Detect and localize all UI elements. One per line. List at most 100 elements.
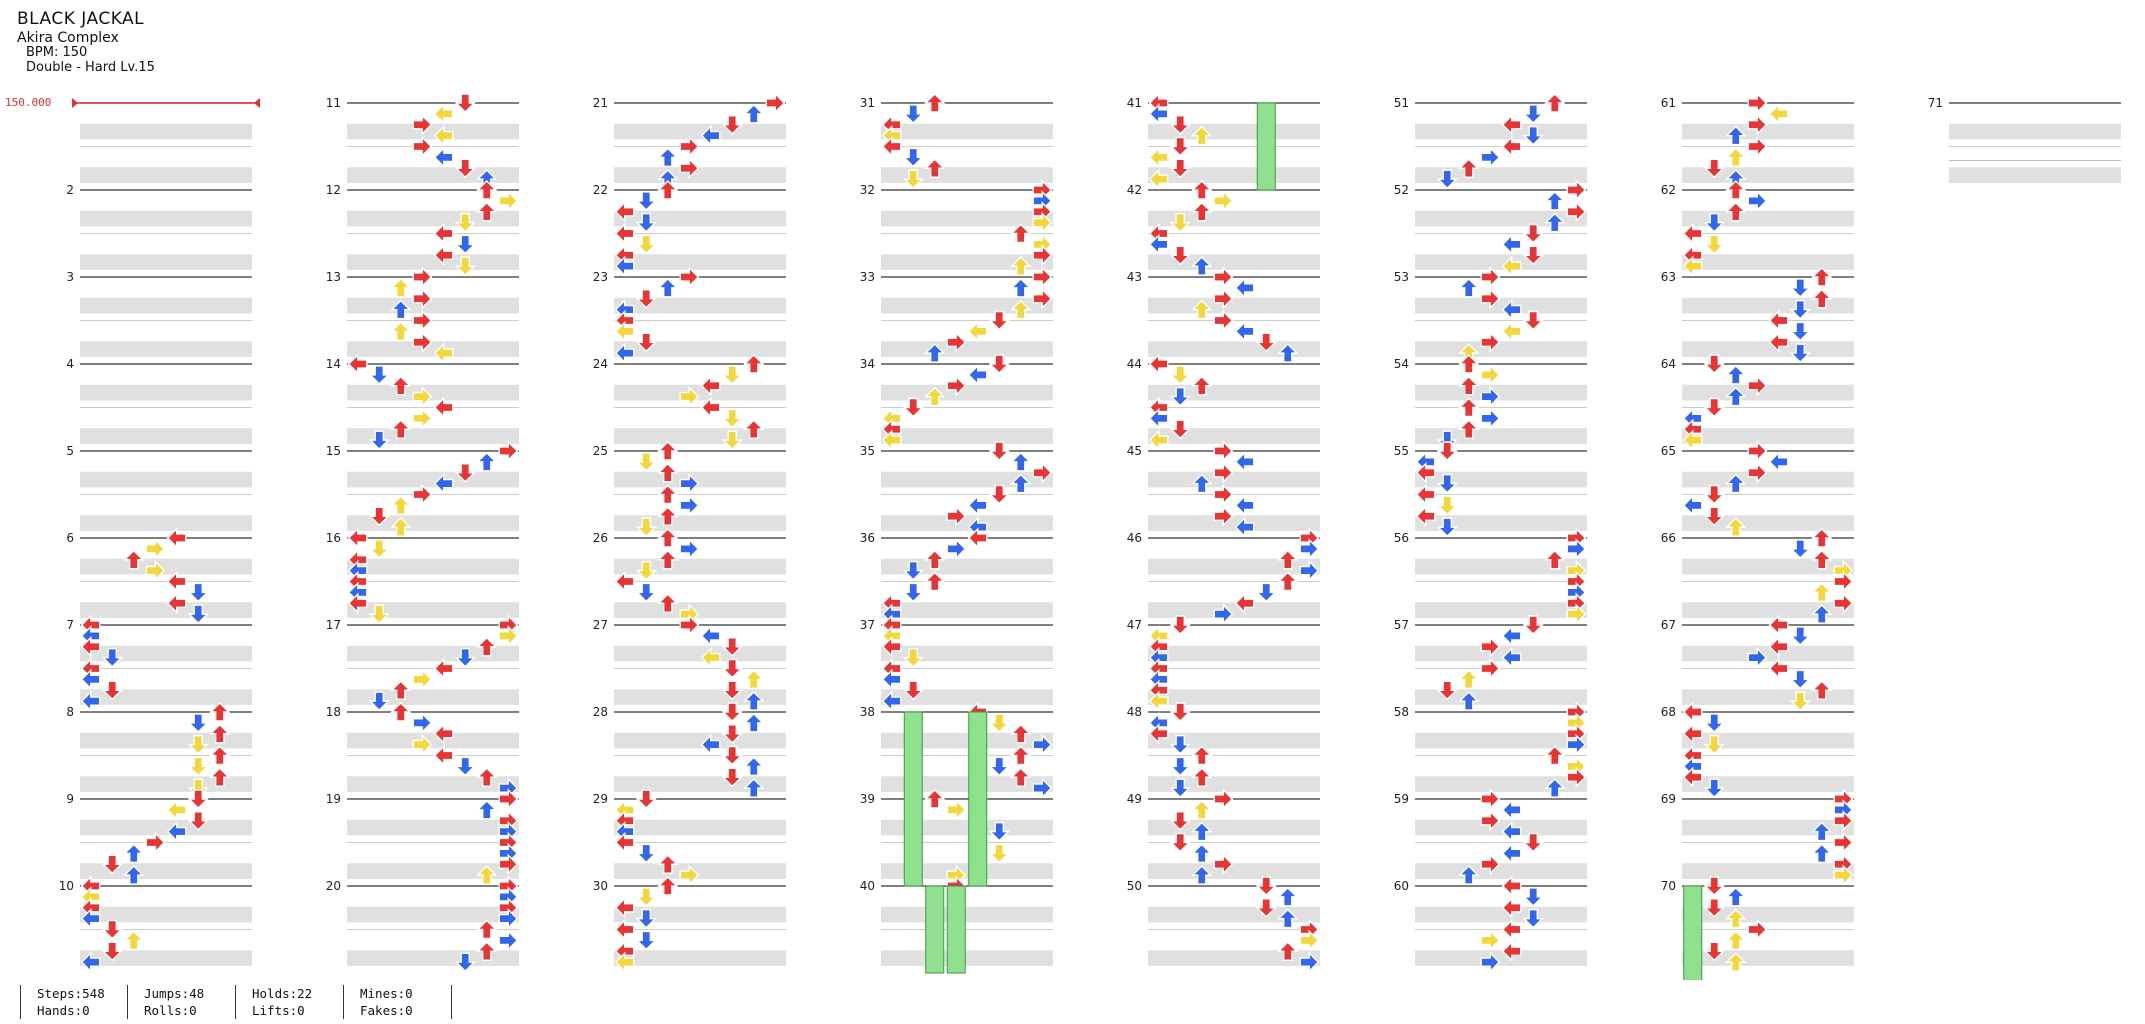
note-arrow-icon <box>657 506 679 526</box>
beat-band <box>614 471 786 488</box>
beat-band <box>614 950 786 966</box>
note-arrow-icon <box>145 831 166 854</box>
beat-band <box>80 167 252 183</box>
beat-band <box>1949 123 2121 140</box>
note-arrow-icon <box>1682 429 1703 451</box>
measure-number: 53 <box>1394 270 1409 284</box>
note-arrow-icon <box>80 668 101 691</box>
beat-band <box>614 428 786 444</box>
beat-band <box>881 863 1053 879</box>
note-arrow-icon <box>1725 201 1747 222</box>
note-arrow-icon <box>1480 788 1501 810</box>
beat-band <box>1415 950 1587 966</box>
note-arrow-icon <box>988 441 1010 461</box>
note-arrow-icon <box>1213 190 1234 212</box>
note-arrow-icon <box>433 396 454 419</box>
note-arrow-icon <box>1169 615 1191 635</box>
note-arrow-icon <box>123 843 145 864</box>
beat-band <box>347 297 519 314</box>
beat-band <box>881 776 1053 792</box>
beat-band <box>347 471 519 488</box>
note-arrow-icon <box>924 549 946 570</box>
note-arrow-icon <box>1725 930 1747 951</box>
note-arrow-icon <box>743 712 765 733</box>
note-arrow-icon <box>1010 745 1032 766</box>
beat-band <box>881 602 1053 618</box>
note-arrow-icon <box>1501 875 1522 897</box>
note-arrow-icon <box>988 310 1010 331</box>
note-arrow-icon <box>614 918 635 941</box>
beat-band <box>614 384 786 401</box>
beat-band <box>1682 297 1854 314</box>
note-arrow-icon <box>476 919 498 940</box>
note-arrow-icon <box>1522 832 1544 853</box>
measure-number: 7 <box>66 618 74 632</box>
note-arrow-icon <box>1768 309 1789 332</box>
note-arrow-icon <box>1725 180 1747 200</box>
note-arrow-icon <box>1480 810 1501 832</box>
note-arrow-icon <box>1277 908 1299 929</box>
note-arrow-icon <box>988 484 1010 505</box>
beat-band <box>1415 210 1587 227</box>
note-arrow-icon <box>476 799 498 820</box>
bpm-change-label: 150.000 <box>5 96 52 109</box>
beat-band <box>80 123 252 140</box>
measure-number: 55 <box>1394 444 1409 458</box>
beat-band <box>1148 123 1320 140</box>
note-arrow-icon <box>614 897 635 919</box>
beat-band <box>881 341 1053 357</box>
beat-band <box>1682 950 1854 966</box>
note-arrow-icon <box>1480 929 1501 952</box>
note-arrow-icon <box>1169 212 1191 233</box>
note-arrow-icon <box>1436 473 1458 494</box>
measure-number: 30 <box>593 879 608 893</box>
note-arrow-icon <box>1789 691 1811 712</box>
beat-band <box>1148 819 1320 836</box>
note-arrow-icon <box>743 778 765 798</box>
beat-band <box>80 776 252 792</box>
note-arrow-icon <box>1811 528 1833 548</box>
note-arrow-icon <box>368 604 390 625</box>
note-arrow-icon <box>187 811 209 831</box>
note-arrow-icon <box>1480 288 1501 310</box>
note-arrow-icon <box>1768 331 1789 353</box>
measure-number: 62 <box>1661 183 1676 197</box>
measure-number: 63 <box>1661 270 1676 284</box>
note-arrow-icon <box>166 820 187 843</box>
note-arrow-icon <box>765 92 786 114</box>
measure-number: 64 <box>1661 357 1676 371</box>
note-arrow-icon <box>700 375 721 397</box>
note-arrow-icon <box>1191 256 1213 276</box>
beat-band <box>347 558 519 575</box>
note-arrow-icon <box>347 592 368 614</box>
note-arrow-icon <box>924 386 946 407</box>
note-arrow-icon <box>1522 104 1544 124</box>
beat-band <box>1682 602 1854 618</box>
measure-number: 45 <box>1127 444 1142 458</box>
note-arrow-icon <box>1522 223 1544 244</box>
song-artist: Akira Complex <box>17 29 119 46</box>
note-arrow-icon <box>657 854 679 874</box>
note-arrow-icon <box>1725 364 1747 385</box>
note-arrow-icon <box>1148 407 1169 430</box>
hold-body <box>903 711 923 887</box>
beat-band <box>80 819 252 836</box>
note-arrow-icon <box>498 853 519 875</box>
measure-number: 61 <box>1661 96 1676 110</box>
note-arrow-icon <box>700 646 721 669</box>
note-arrow-icon <box>657 876 679 896</box>
note-arrow-icon <box>1010 223 1032 244</box>
note-arrow-icon <box>1148 690 1169 712</box>
note-arrow-icon <box>1255 898 1277 918</box>
note-arrow-icon <box>433 124 454 147</box>
note-arrow-icon <box>1234 494 1255 517</box>
beat-band <box>80 341 252 357</box>
beat-band <box>347 602 519 618</box>
note-arrow-icon <box>967 527 988 549</box>
note-arrow-icon <box>1703 354 1725 374</box>
note-arrow-icon <box>1169 734 1191 755</box>
beat-band <box>80 471 252 488</box>
beat-band <box>614 341 786 357</box>
note-arrow-icon <box>1682 222 1703 245</box>
note-arrow-icon <box>657 180 679 200</box>
